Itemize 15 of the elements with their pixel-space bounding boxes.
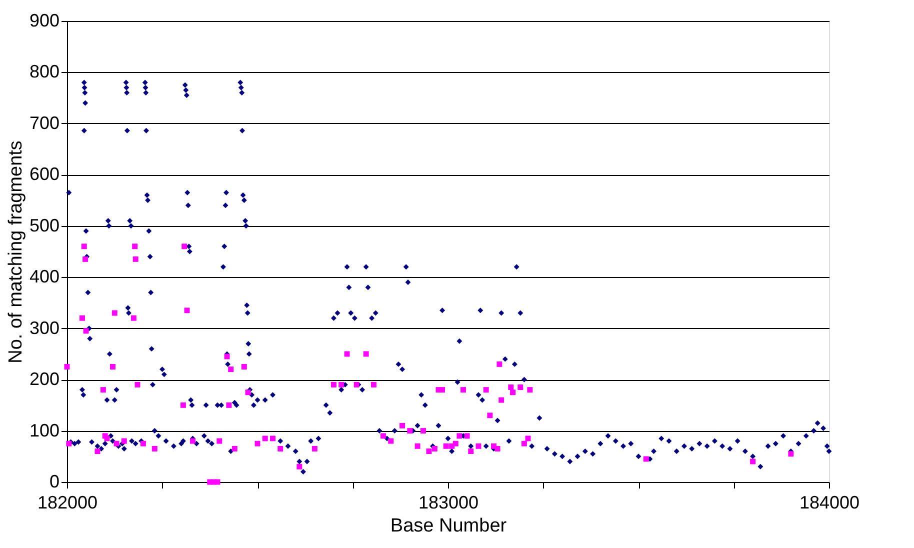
x-tick-label: 184000 [799,492,860,512]
y-tick-label: 200 [29,369,60,390]
x-axis-title: Base Number [390,516,508,536]
y-tick-label: 100 [29,420,60,440]
x-tick-label: 182000 [37,492,98,512]
y-axis-title: No. of matching fragments [5,140,26,364]
y-tick-label: 600 [29,164,60,184]
y-tick-label: 500 [29,215,60,236]
x-tick-label: 183000 [418,492,479,512]
y-tick-label: 0 [49,472,60,492]
y-tick-label: 300 [29,318,60,338]
y-tick-label: 400 [29,266,60,287]
y-tick-label: 900 [29,10,60,30]
y-tick-label: 700 [29,112,60,133]
y-tick-label: 800 [29,62,60,82]
